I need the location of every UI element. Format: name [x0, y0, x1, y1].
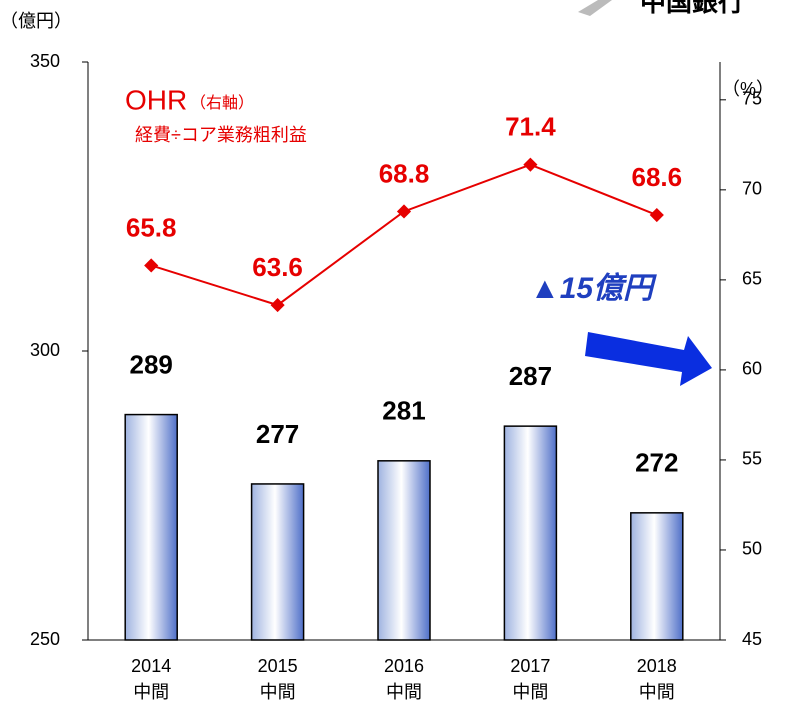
data-label: 65.8 [126, 212, 177, 242]
data-label: 68.8 [379, 158, 430, 188]
y2-axis-label: （%） [722, 79, 774, 99]
y-tick-label: 350 [30, 51, 60, 71]
y2-tick-label: 65 [742, 269, 762, 289]
marker [270, 298, 285, 313]
y2-tick-label: 60 [742, 359, 762, 379]
marker [523, 157, 538, 172]
marker [649, 207, 664, 223]
y2-tick-label: 75 [742, 89, 762, 109]
annotation: OHR [125, 84, 187, 115]
data-label: 63.6 [252, 252, 303, 282]
marker [144, 258, 159, 273]
marker [396, 204, 412, 219]
bar [377, 460, 431, 641]
x-tick-label: 2015 [258, 656, 298, 676]
y2-tick-label: 70 [742, 179, 762, 199]
y2-tick-label: 50 [742, 539, 762, 559]
logo-icon [578, 0, 612, 16]
x-tick-label: 中間 [639, 682, 675, 702]
annotation: 経費÷コア業務粗利益 [135, 125, 307, 145]
data-label: 272 [635, 448, 678, 478]
x-tick-label: 2016 [384, 656, 424, 676]
x-tick-label: 2018 [637, 656, 677, 676]
x-tick-label: 2014 [131, 656, 171, 676]
data-label: 287 [509, 361, 552, 391]
y2-tick-label: 45 [742, 629, 762, 649]
data-label: 289 [130, 349, 173, 379]
data-label: 71.4 [505, 112, 556, 142]
x-tick-label: 中間 [512, 682, 548, 702]
x-tick-label: 中間 [260, 682, 296, 702]
annotation: （右軸） [190, 94, 254, 112]
logo: 中国銀行 [640, 0, 744, 17]
x-tick-label: 中間 [133, 682, 169, 702]
x-tick-label: 中間 [386, 682, 422, 702]
y-tick-label: 300 [30, 340, 60, 360]
data-label: 281 [382, 396, 425, 426]
arrow [585, 332, 712, 386]
y-axis-label: （億円） [0, 11, 72, 31]
y2-tick-label: 55 [742, 449, 762, 469]
bar [503, 425, 558, 641]
bar [250, 483, 305, 641]
bar [630, 512, 684, 641]
bar [124, 413, 178, 641]
data-label: 277 [256, 419, 299, 449]
data-label: 68.6 [631, 162, 682, 192]
y-tick-label: 250 [30, 629, 60, 649]
annotation: ▲15億円 [530, 272, 657, 305]
x-tick-label: 2017 [510, 656, 550, 676]
